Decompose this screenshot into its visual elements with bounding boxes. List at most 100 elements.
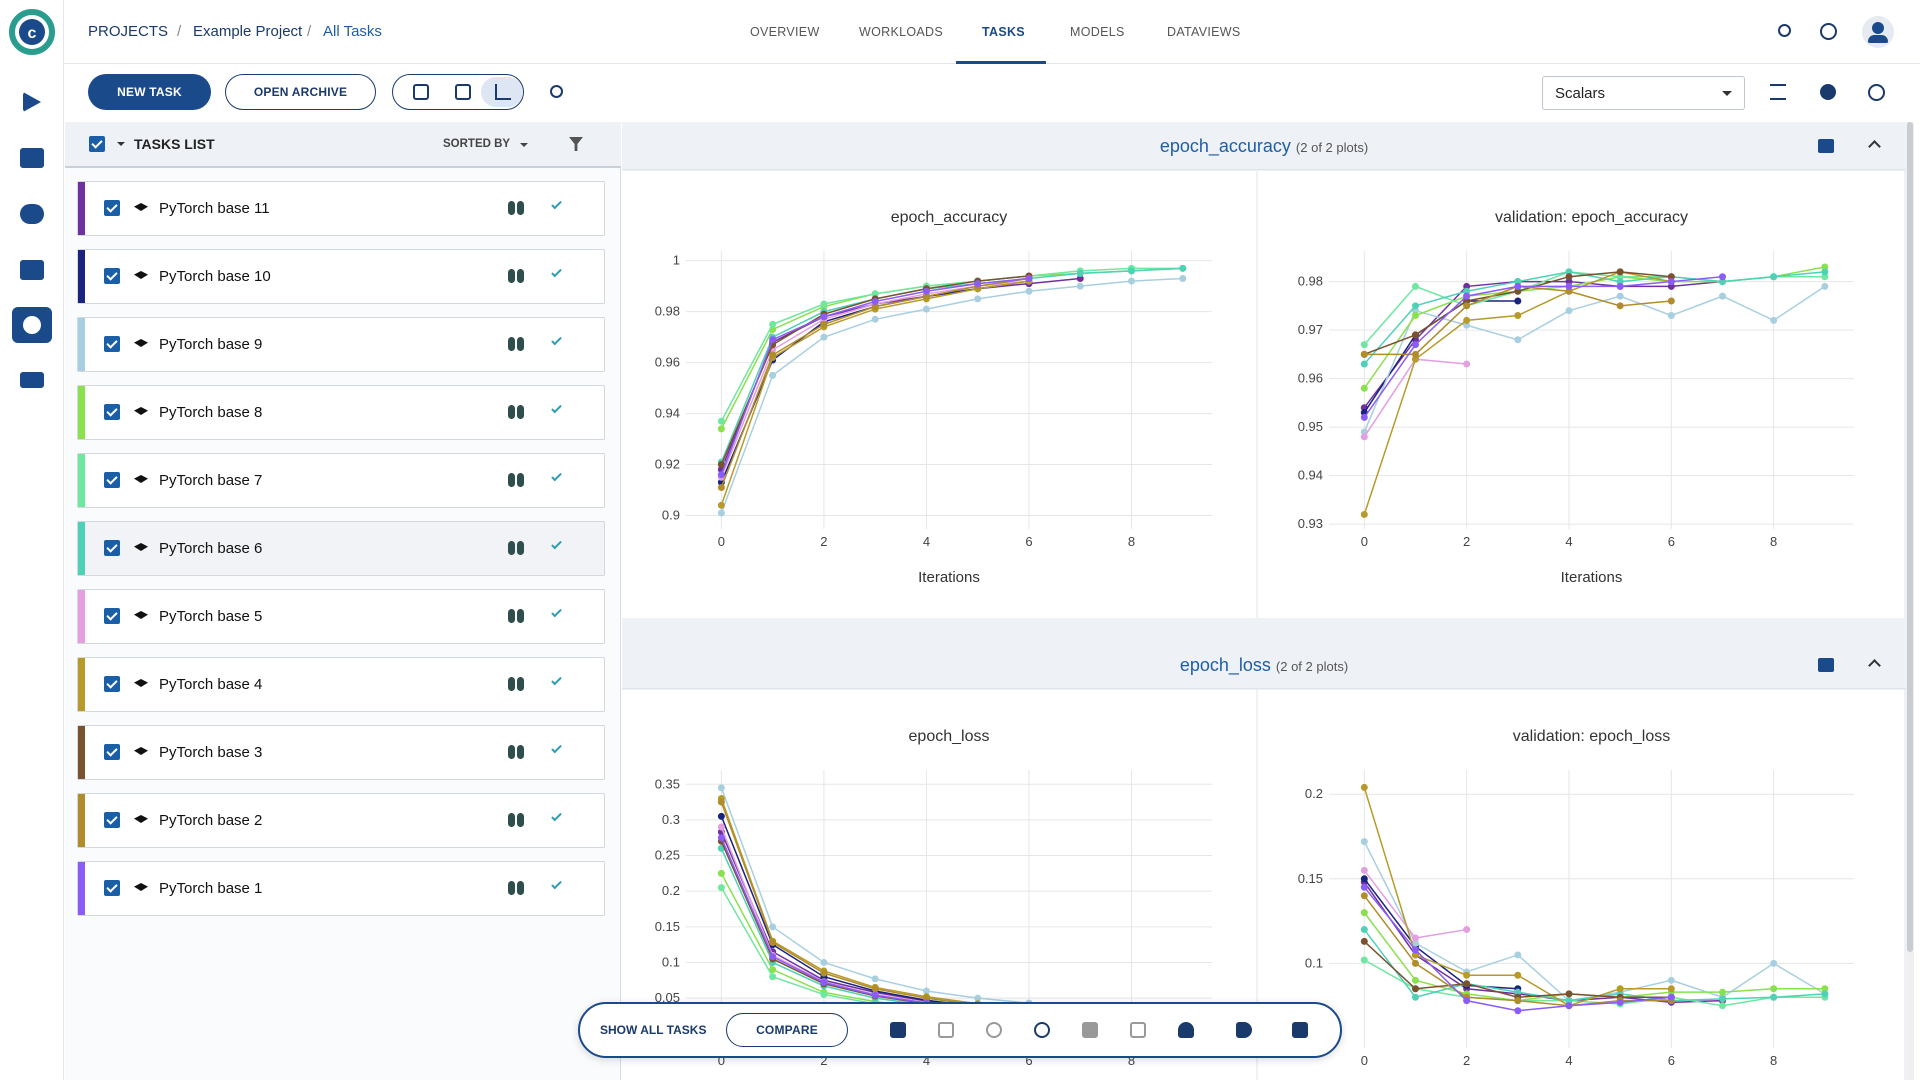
y-tick-label: 0.92 [655, 457, 680, 472]
search-icon[interactable] [550, 85, 563, 98]
status-icon [517, 813, 524, 827]
data-point [717, 823, 725, 831]
x-tick-label: 8 [1770, 534, 1777, 549]
task-row[interactable]: PyTorch base 6 [77, 521, 605, 576]
task-row[interactable]: PyTorch base 4 [77, 657, 605, 712]
task-checkbox[interactable] [104, 880, 120, 896]
data-point [1565, 287, 1573, 295]
data-point [1411, 985, 1419, 993]
help-icon[interactable] [1820, 23, 1837, 40]
data-point [1667, 993, 1675, 1001]
nav-icon[interactable] [20, 372, 44, 388]
breadcrumb[interactable]: Example Project [193, 23, 303, 40]
data-point [717, 869, 725, 877]
data-point [1821, 273, 1829, 281]
task-row[interactable]: PyTorch base 5 [77, 589, 605, 644]
tag-icon[interactable] [1236, 1022, 1252, 1038]
task-row[interactable]: PyTorch base 2 [77, 793, 605, 848]
task-color [78, 318, 85, 371]
task-row[interactable]: PyTorch base 11 [77, 181, 605, 236]
enqueue-icon[interactable] [1178, 1022, 1194, 1038]
data-point [1514, 282, 1522, 290]
task-checkbox[interactable] [104, 540, 120, 556]
open-archive-button[interactable]: OPEN ARCHIVE [225, 74, 376, 110]
data-point [1025, 287, 1033, 295]
task-color [78, 522, 85, 575]
y-tick-label: 0.1 [662, 954, 680, 969]
task-checkbox[interactable] [104, 404, 120, 420]
button-label: OPEN ARCHIVE [253, 85, 348, 99]
y-tick-label: 0.2 [662, 883, 680, 898]
tab[interactable]: WORKLOADS [859, 25, 943, 39]
task-row[interactable]: PyTorch base 1 [77, 861, 605, 916]
task-checkbox[interactable] [104, 336, 120, 352]
task-color [78, 862, 85, 915]
data-point [769, 371, 777, 379]
metric-select[interactable]: Scalars [1542, 76, 1745, 110]
task-type-icon [134, 747, 148, 755]
restore-icon[interactable] [1034, 1022, 1050, 1038]
task-type-icon [134, 407, 148, 415]
task-row[interactable]: PyTorch base 7 [77, 453, 605, 508]
task-color [78, 454, 85, 507]
status-icon [517, 881, 524, 895]
view-toggle[interactable] [392, 74, 524, 110]
task-checkbox[interactable] [104, 812, 120, 828]
nav-icon[interactable] [20, 204, 44, 224]
task-checkbox[interactable] [104, 744, 120, 760]
compare-button[interactable]: COMPARE [726, 1013, 848, 1047]
data-point [1360, 883, 1368, 891]
settings-icon[interactable] [1770, 84, 1786, 100]
embed-icon[interactable] [1818, 139, 1834, 153]
gear-icon[interactable] [1820, 84, 1836, 100]
data-point [1360, 926, 1368, 934]
nav-icon[interactable] [20, 260, 44, 280]
y-tick-label: 0.97 [1298, 322, 1323, 337]
series-line [720, 280, 1030, 506]
data-point [1463, 302, 1471, 310]
move-icon[interactable] [1292, 1022, 1308, 1038]
tab[interactable]: MODELS [1070, 25, 1125, 39]
data-point [871, 315, 879, 323]
tab[interactable]: DATAVIEWS [1167, 25, 1241, 39]
data-point [974, 280, 982, 288]
data-point [1360, 384, 1368, 392]
y-tick-label: 0.96 [1298, 371, 1323, 386]
data-point [1411, 341, 1419, 349]
show-all-button[interactable]: SHOW ALL TASKS [600, 1023, 707, 1037]
data-point [769, 923, 777, 931]
breadcrumb[interactable]: All Tasks [323, 23, 382, 40]
x-tick-label: 0 [1361, 534, 1368, 549]
tab-active[interactable]: TASKS [982, 25, 1025, 39]
avatar[interactable] [1862, 16, 1894, 48]
breadcrumb[interactable]: PROJECTS [88, 23, 169, 40]
task-checkbox[interactable] [104, 200, 120, 216]
task-row[interactable]: PyTorch base 9 [77, 317, 605, 372]
reset-icon [986, 1022, 1002, 1038]
nav-icon[interactable] [23, 92, 41, 112]
new-task-button[interactable]: NEW TASK [88, 74, 211, 110]
task-checkbox[interactable] [104, 472, 120, 488]
nav-icon-active[interactable] [12, 307, 52, 343]
task-row[interactable]: PyTorch base 10 [77, 249, 605, 304]
refresh-icon[interactable] [1868, 84, 1885, 101]
search-icon[interactable] [1778, 24, 1791, 37]
data-point [1463, 980, 1471, 988]
task-row[interactable]: PyTorch base 3 [77, 725, 605, 780]
data-point [1718, 995, 1726, 1003]
task-row[interactable]: PyTorch base 8 [77, 385, 605, 440]
task-checkbox[interactable] [104, 268, 120, 284]
embed-icon[interactable] [1818, 658, 1834, 672]
task-checkbox[interactable] [104, 608, 120, 624]
nav-icon[interactable] [20, 148, 44, 168]
tab[interactable]: OVERVIEW [750, 25, 820, 39]
select-all[interactable] [89, 136, 105, 152]
archive-icon[interactable] [890, 1022, 906, 1038]
data-point [922, 305, 930, 313]
task-checkbox[interactable] [104, 676, 120, 692]
completed-icon [551, 606, 562, 618]
data-point [1514, 297, 1522, 305]
filter-icon[interactable] [569, 137, 583, 151]
task-type-icon [134, 203, 148, 211]
sort-label[interactable]: SORTED BY [443, 138, 511, 150]
